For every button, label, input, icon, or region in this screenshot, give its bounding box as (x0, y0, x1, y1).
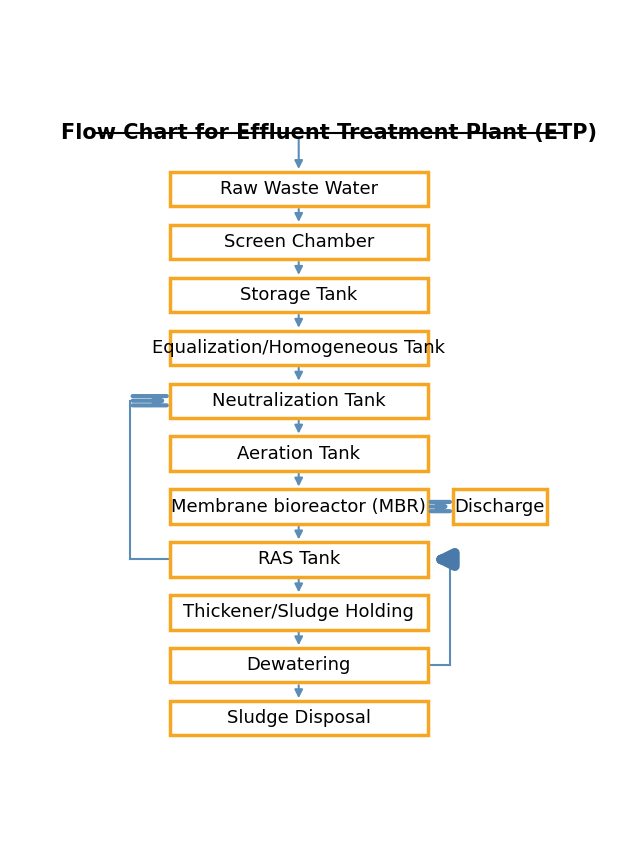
Text: Storage Tank: Storage Tank (240, 286, 357, 304)
Text: Membrane bioreactor (MBR): Membrane bioreactor (MBR) (171, 497, 426, 515)
Text: Thickener/Sludge Holding: Thickener/Sludge Holding (183, 603, 414, 621)
Text: Raw Waste Water: Raw Waste Water (220, 180, 378, 198)
Text: RAS Tank: RAS Tank (258, 551, 340, 569)
FancyBboxPatch shape (169, 331, 428, 365)
Text: Screen Chamber: Screen Chamber (224, 233, 374, 251)
FancyBboxPatch shape (169, 490, 428, 524)
FancyBboxPatch shape (169, 436, 428, 471)
FancyBboxPatch shape (169, 542, 428, 576)
Text: Aeration Tank: Aeration Tank (237, 445, 360, 463)
FancyBboxPatch shape (169, 383, 428, 418)
Text: Dewatering: Dewatering (247, 656, 351, 674)
Text: Neutralization Tank: Neutralization Tank (212, 392, 385, 410)
Text: Flow Chart for Effluent Treatment Plant (ETP): Flow Chart for Effluent Treatment Plant … (60, 123, 597, 143)
FancyBboxPatch shape (169, 701, 428, 735)
Text: Discharge: Discharge (454, 497, 545, 515)
FancyBboxPatch shape (169, 595, 428, 630)
FancyBboxPatch shape (169, 172, 428, 206)
FancyBboxPatch shape (169, 648, 428, 683)
Text: Equalization/Homogeneous Tank: Equalization/Homogeneous Tank (152, 338, 445, 356)
FancyBboxPatch shape (169, 277, 428, 312)
FancyBboxPatch shape (453, 490, 547, 524)
Text: Sludge Disposal: Sludge Disposal (227, 710, 370, 728)
FancyBboxPatch shape (169, 225, 428, 259)
